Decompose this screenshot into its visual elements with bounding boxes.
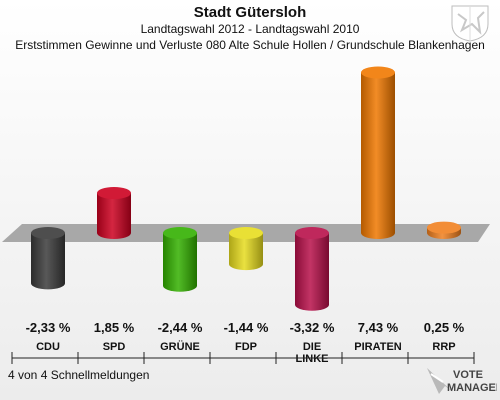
city-crest-icon: [451, 5, 489, 42]
value-label: 0,25 %: [424, 320, 465, 335]
votemanager-logo: VOTE MANAGER: [427, 368, 497, 394]
logo-line1: VOTE: [453, 369, 483, 381]
bar-piraten: [361, 66, 395, 240]
bar-gr-ne: [163, 227, 197, 292]
bar-spd: [97, 187, 131, 239]
category-label: PIRATEN: [354, 341, 402, 353]
value-label: -2,33 %: [26, 320, 71, 335]
value-label: 7,43 %: [358, 320, 399, 335]
category-label: FDP: [235, 341, 257, 353]
footer-status: 4 von 4 Schnellmeldungen: [8, 368, 150, 382]
bar-fdp: [229, 227, 263, 271]
chart-title: Stadt Gütersloh: [193, 4, 307, 21]
category-label: LINKE: [296, 353, 329, 365]
category-label: DIE: [303, 341, 321, 353]
category-label: GRÜNE: [160, 340, 200, 353]
bar-die-linke: [295, 227, 329, 311]
value-label: -2,44 %: [158, 320, 203, 335]
value-label: -3,32 %: [290, 320, 335, 335]
bar-rrp: [427, 221, 461, 239]
logo-line2: MANAGER: [447, 382, 497, 394]
value-label: -1,44 %: [224, 320, 269, 335]
category-label: RRP: [432, 341, 455, 353]
value-label: 1,85 %: [94, 320, 135, 335]
bar-cdu: [31, 227, 65, 290]
category-label: SPD: [103, 341, 126, 353]
chart-description: Erststimmen Gewinne und Verluste 080 Alt…: [15, 38, 485, 52]
category-label: CDU: [36, 341, 60, 353]
chart-subtitle: Landtagswahl 2012 - Landtagswahl 2010: [140, 22, 360, 36]
